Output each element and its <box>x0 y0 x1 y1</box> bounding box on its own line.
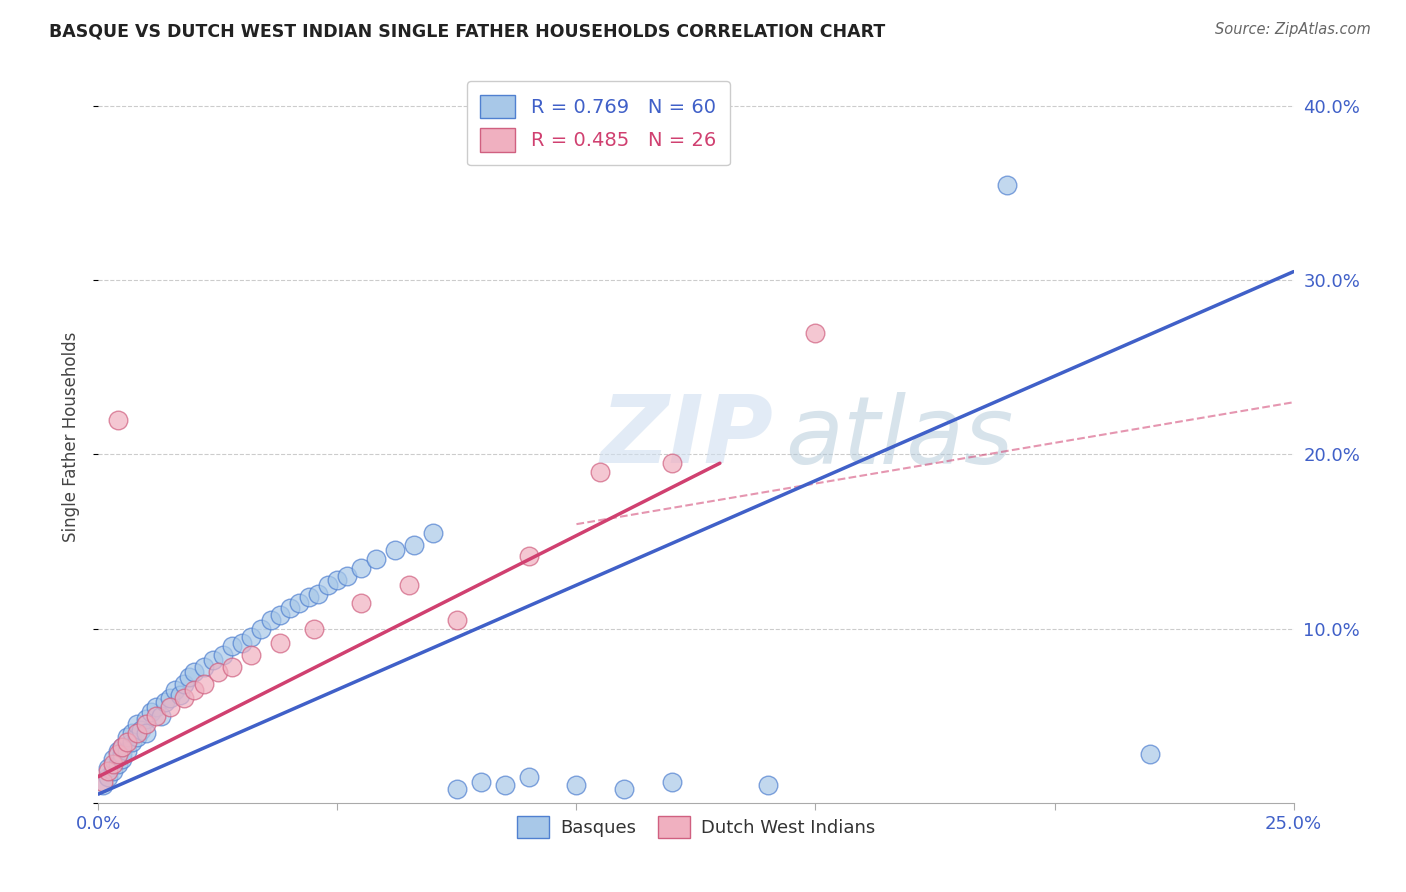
Point <box>101 757 124 772</box>
Point <box>326 573 349 587</box>
Point <box>661 456 683 470</box>
Point <box>173 691 195 706</box>
Point <box>613 781 636 796</box>
Point <box>288 595 311 609</box>
Point <box>163 682 186 697</box>
Point <box>115 735 138 749</box>
Point <box>135 712 157 726</box>
Point <box>278 600 301 615</box>
Point <box>121 726 143 740</box>
Point <box>131 723 153 737</box>
Point <box>269 607 291 622</box>
Point <box>115 730 138 744</box>
Point <box>111 752 134 766</box>
Point <box>97 770 120 784</box>
Point <box>231 635 253 649</box>
Point <box>107 757 129 772</box>
Point <box>1139 747 1161 761</box>
Point <box>756 778 779 792</box>
Point <box>211 648 233 662</box>
Point <box>125 726 148 740</box>
Point <box>202 653 225 667</box>
Legend: Basques, Dutch West Indians: Basques, Dutch West Indians <box>509 808 883 845</box>
Point <box>125 730 148 744</box>
Point <box>494 778 516 792</box>
Point <box>159 700 181 714</box>
Point <box>155 695 177 709</box>
Point <box>91 778 114 792</box>
Point <box>240 648 263 662</box>
Point <box>350 595 373 609</box>
Point <box>240 631 263 645</box>
Point <box>101 752 124 766</box>
Point <box>107 747 129 761</box>
Point <box>101 764 124 779</box>
Point <box>173 677 195 691</box>
Point <box>398 578 420 592</box>
Point <box>250 622 273 636</box>
Point <box>316 578 339 592</box>
Point <box>107 412 129 426</box>
Point <box>111 740 134 755</box>
Point <box>259 613 281 627</box>
Text: atlas: atlas <box>786 392 1014 483</box>
Point <box>661 775 683 789</box>
Text: ZIP: ZIP <box>600 391 773 483</box>
Point <box>364 552 387 566</box>
Point <box>145 708 167 723</box>
Point <box>995 178 1018 192</box>
Point <box>169 688 191 702</box>
Point <box>149 708 172 723</box>
Point <box>193 660 215 674</box>
Point <box>422 525 444 540</box>
Point <box>183 682 205 697</box>
Point <box>402 538 425 552</box>
Point <box>159 691 181 706</box>
Point <box>139 705 162 719</box>
Point <box>589 465 612 479</box>
Point <box>804 326 827 340</box>
Point <box>125 717 148 731</box>
Y-axis label: Single Father Households: Single Father Households <box>62 332 80 542</box>
Point <box>517 549 540 563</box>
Point <box>307 587 329 601</box>
Point <box>221 639 243 653</box>
Point <box>193 677 215 691</box>
Point <box>91 775 114 789</box>
Point <box>446 613 468 627</box>
Point <box>97 761 120 775</box>
Point <box>183 665 205 680</box>
Point <box>111 740 134 755</box>
Point <box>179 670 201 684</box>
Point <box>350 560 373 574</box>
Point <box>207 665 229 680</box>
Point <box>107 743 129 757</box>
Point <box>135 726 157 740</box>
Point <box>221 660 243 674</box>
Point <box>121 735 143 749</box>
Point <box>336 569 359 583</box>
Point <box>298 591 321 605</box>
Point <box>302 622 325 636</box>
Point <box>111 747 134 761</box>
Point <box>269 635 291 649</box>
Text: BASQUE VS DUTCH WEST INDIAN SINGLE FATHER HOUSEHOLDS CORRELATION CHART: BASQUE VS DUTCH WEST INDIAN SINGLE FATHE… <box>49 22 886 40</box>
Point <box>97 764 120 779</box>
Point <box>145 700 167 714</box>
Point <box>565 778 588 792</box>
Point <box>384 543 406 558</box>
Point <box>470 775 492 789</box>
Point <box>115 743 138 757</box>
Point <box>135 717 157 731</box>
Text: Source: ZipAtlas.com: Source: ZipAtlas.com <box>1215 22 1371 37</box>
Point <box>446 781 468 796</box>
Point <box>517 770 540 784</box>
